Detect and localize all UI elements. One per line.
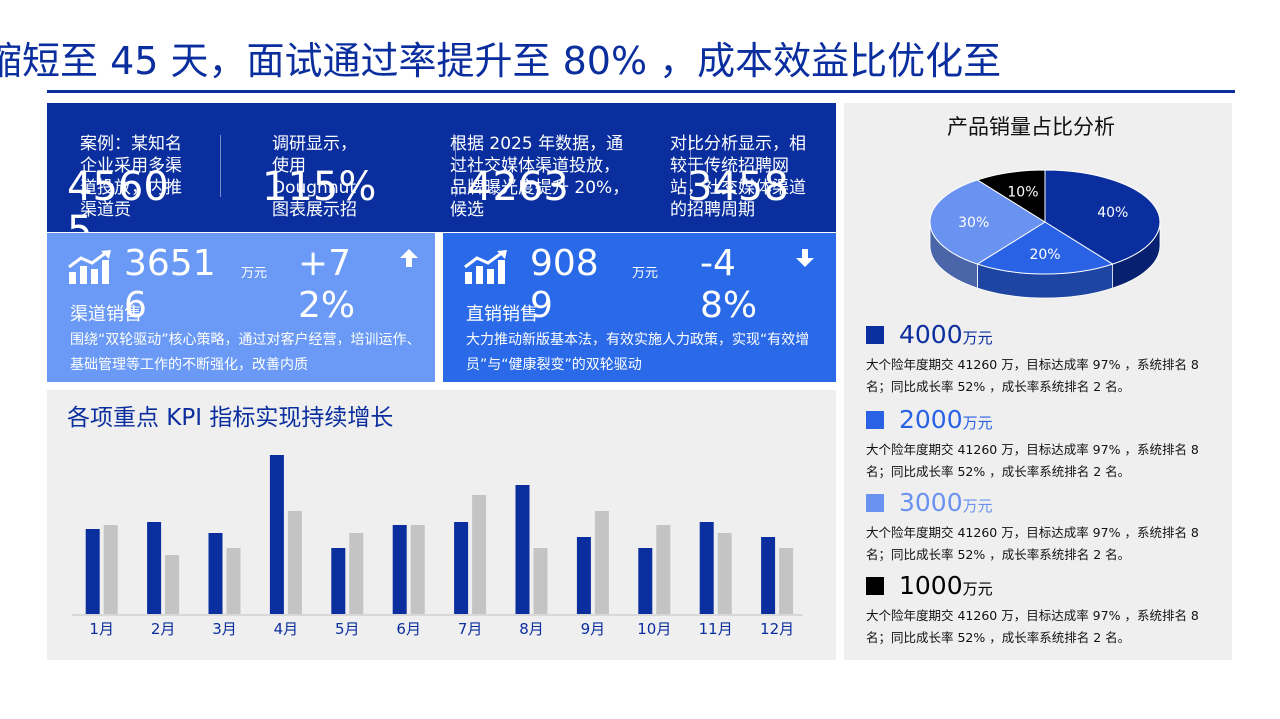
sales-label: 直销销售 (466, 304, 538, 325)
legend-value: 2000 (899, 405, 963, 434)
x-tick-label: 2月 (151, 620, 176, 638)
bar (779, 548, 794, 614)
sales-unit: 万元 (632, 266, 659, 281)
bar (576, 537, 591, 614)
card-number: 45605 (67, 164, 169, 232)
pie-slice (976, 169, 1046, 223)
legend-text: 大个险年度期交 41260 万，目标达成率 97% ，系统排名 8 名；同比成长… (866, 525, 1199, 562)
sales-value: 9089 (530, 243, 599, 326)
legend-value: 1000 (899, 571, 963, 600)
sales-change: -48% (700, 243, 758, 326)
legend-value-row: 4000万元 (899, 320, 993, 353)
sales-card: 36516 万元 +72% 渠道销售 围绕“双轮驱动”核心策略，通过对客户经营，… (47, 233, 435, 382)
slice-label: 10% (1007, 184, 1038, 200)
bar (331, 548, 346, 614)
sales-label: 渠道销售 (70, 304, 142, 325)
x-tick-label: 9月 (581, 620, 606, 638)
legend-swatch (866, 326, 884, 344)
legend-swatch (866, 494, 884, 512)
up-arrow (400, 249, 418, 267)
bar (454, 522, 469, 614)
bar (638, 548, 653, 614)
x-tick-label: 3月 (212, 620, 237, 638)
x-tick-label: 6月 (396, 620, 421, 638)
legend-text: 大个险年度期交 41260 万，目标达成率 97% ，系统排名 8 名；同比成长… (866, 357, 1199, 394)
bar (717, 533, 732, 614)
card-number: 4263 (467, 164, 569, 210)
bar (349, 533, 364, 614)
bar (269, 455, 284, 614)
x-tick-label: 8月 (519, 620, 544, 638)
bar (656, 525, 671, 614)
slice-label: 20% (1029, 247, 1060, 263)
pie-slice (929, 179, 1046, 265)
x-tick-label: 10月 (637, 620, 671, 638)
pie-slice (1044, 169, 1161, 265)
bar (85, 529, 100, 614)
sales-change: +72% (298, 243, 356, 326)
sales-description: 大力推动新版基本法，有效实施人力政策，实现“有效增员”与“健康裂变”的双轮驱动 (466, 332, 810, 373)
bar (103, 525, 118, 614)
bar (761, 537, 776, 614)
slice-label: 40% (1097, 205, 1128, 221)
legend-unit: 万元 (962, 497, 993, 515)
bar (533, 548, 548, 614)
card-text: 案例：某知名企业采用多渠道投放，内推渠道贡 (80, 134, 182, 220)
card-number: 3458 (687, 164, 789, 210)
chart-title: 各项重点 KPI 指标实现持续增长 (67, 405, 393, 431)
x-tick-label: 11月 (699, 620, 733, 638)
top-cards: 案例：某知名企业采用多渠道投放，内推渠道贡 45605 调研显示，使用 Doug… (47, 103, 836, 232)
sales-value: 36516 (124, 243, 216, 326)
bar (392, 525, 407, 614)
legend-unit: 万元 (962, 580, 993, 598)
bar (208, 533, 223, 614)
legend-text: 大个险年度期交 41260 万，目标达成率 97% ，系统排名 8 名；同比成长… (866, 442, 1199, 479)
down-arrow (796, 249, 814, 267)
x-tick-label: 12月 (760, 620, 794, 638)
legend-value-row: 3000万元 (899, 488, 993, 521)
bar (515, 485, 530, 614)
chart-title: 产品销量占比分析 (947, 115, 1115, 139)
bar (410, 525, 425, 614)
card-text: 对比分析显示，相较于传统招聘网站，社交媒体渠道的招聘周期 (670, 134, 806, 220)
bar (287, 511, 302, 614)
card-text: 根据 2025 年数据，通过社交媒体渠道投放，品牌曝光度提升 20%，候选 (450, 134, 630, 220)
bar (594, 511, 609, 614)
legend-unit: 万元 (962, 414, 993, 432)
divider (690, 135, 691, 197)
legend-value: 4000 (899, 320, 963, 349)
legend-value-row: 1000万元 (899, 571, 993, 604)
divider (455, 135, 456, 197)
x-tick-label: 4月 (274, 620, 299, 638)
growth-icon (68, 250, 111, 284)
divider (220, 135, 221, 197)
card-number: 115% (262, 164, 377, 210)
pie-slice (976, 221, 1114, 275)
title-rule (47, 90, 1235, 93)
legend-unit: 万元 (962, 329, 993, 347)
x-tick-label: 5月 (335, 620, 360, 638)
bar (226, 548, 241, 614)
bar (699, 522, 714, 614)
growth-icon (464, 250, 507, 284)
x-tick-label: 7月 (458, 620, 483, 638)
sales-unit: 万元 (241, 266, 268, 281)
bar (165, 555, 180, 614)
bar (472, 495, 487, 614)
title: 缩短至 45 天，面试通过率提升至 80% ，成本效益比优化至 (0, 39, 1002, 83)
bar (147, 522, 162, 614)
x-tick-label: 1月 (89, 620, 114, 638)
legend-swatch (866, 577, 884, 595)
legend-text: 大个险年度期交 41260 万，目标达成率 97% ，系统排名 8 名；同比成长… (866, 608, 1199, 645)
card-text: 调研显示，使用 Doughnut 图表展示招 (272, 134, 357, 220)
legend-swatch (866, 411, 884, 429)
sales-description: 围绕“双轮驱动”核心策略，通过对客户经营，培训运作、基础管理等工作的不断强化，改… (70, 332, 421, 373)
legend-value: 3000 (899, 488, 963, 517)
legend-value-row: 2000万元 (899, 405, 993, 438)
sales-card: 9089 万元 -48% 直销销售 大力推动新版基本法，有效实施人力政策，实现“… (443, 233, 836, 382)
slice-label: 30% (958, 215, 989, 231)
